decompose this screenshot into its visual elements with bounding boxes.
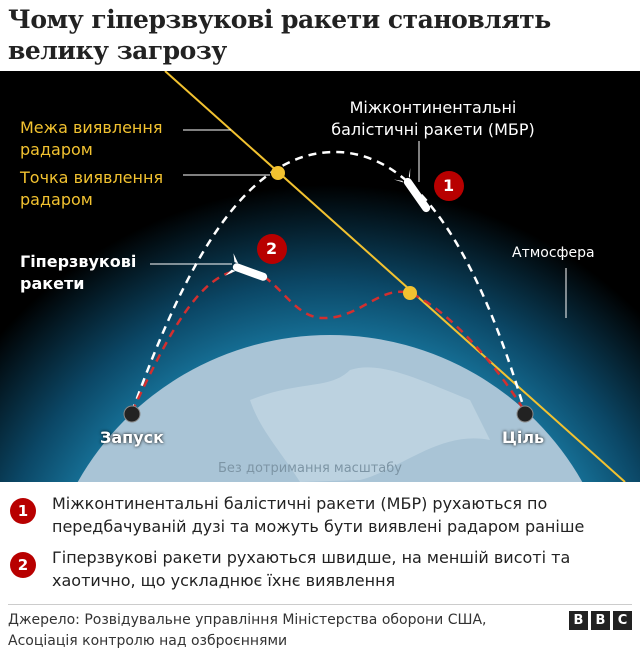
icbm-path: [130, 150, 527, 413]
badge-2-label: 2: [266, 239, 278, 258]
logo-letter: B: [569, 611, 588, 630]
radar-limit-label: Межа виявлення радаром: [20, 118, 163, 159]
target-point: [516, 405, 534, 423]
continent: [250, 367, 490, 482]
logo-letter: B: [591, 611, 610, 630]
atmosphere-label: Атмосфера: [512, 245, 595, 261]
radar-detection-point-icbm: [271, 166, 285, 180]
badge-2: [257, 234, 287, 264]
hypersonic-path: [130, 268, 527, 413]
legend-item-1: 1 Міжконтинентальні балістичні ракети (М…: [10, 492, 630, 538]
hypersonic-label: Гіперзвукові ракети: [20, 252, 137, 293]
launch-point: [123, 405, 141, 423]
radar-limit-line: [164, 71, 626, 482]
legend-text-1: Міжконтинентальні балістичні ракети (МБР…: [52, 494, 585, 536]
badge-1: [434, 171, 464, 201]
icbm-missile-icon: [393, 167, 431, 213]
legend-badge-1: 1: [10, 498, 36, 524]
radar-point-label: Точка виявлення радаром: [20, 168, 164, 209]
diagram-graphic: [0, 71, 640, 482]
target-label: Ціль: [502, 428, 545, 447]
source-text: Джерело: Розвідувальне управління Мініст…: [8, 612, 487, 649]
badge-1-label: 1: [443, 176, 455, 195]
page-title: Чому гіперзвукові ракети становлять вели…: [8, 5, 551, 65]
hypersonic-missile-icon: [225, 253, 268, 281]
legend-badge-2: 2: [10, 552, 36, 578]
legend-text-2: Гіперзвукові ракети рухаються швидше, на…: [52, 548, 571, 590]
icbm-label: Міжконтинентальні балістичні ракети (МБР…: [331, 98, 535, 139]
logo-letter: C: [613, 611, 632, 630]
radar-detection-point-hypersonic: [403, 286, 417, 300]
scale-note: Без дотримання масштабу: [218, 461, 402, 476]
launch-label: Запуск: [100, 428, 164, 447]
bbc-logo: B B C: [569, 611, 632, 630]
footer-divider: [8, 604, 632, 605]
diagram: 1 2 Межа виявлення радаром Точка виявлен…: [0, 71, 640, 482]
legend-item-2: 2 Гіперзвукові ракети рухаються швидше, …: [10, 546, 630, 592]
